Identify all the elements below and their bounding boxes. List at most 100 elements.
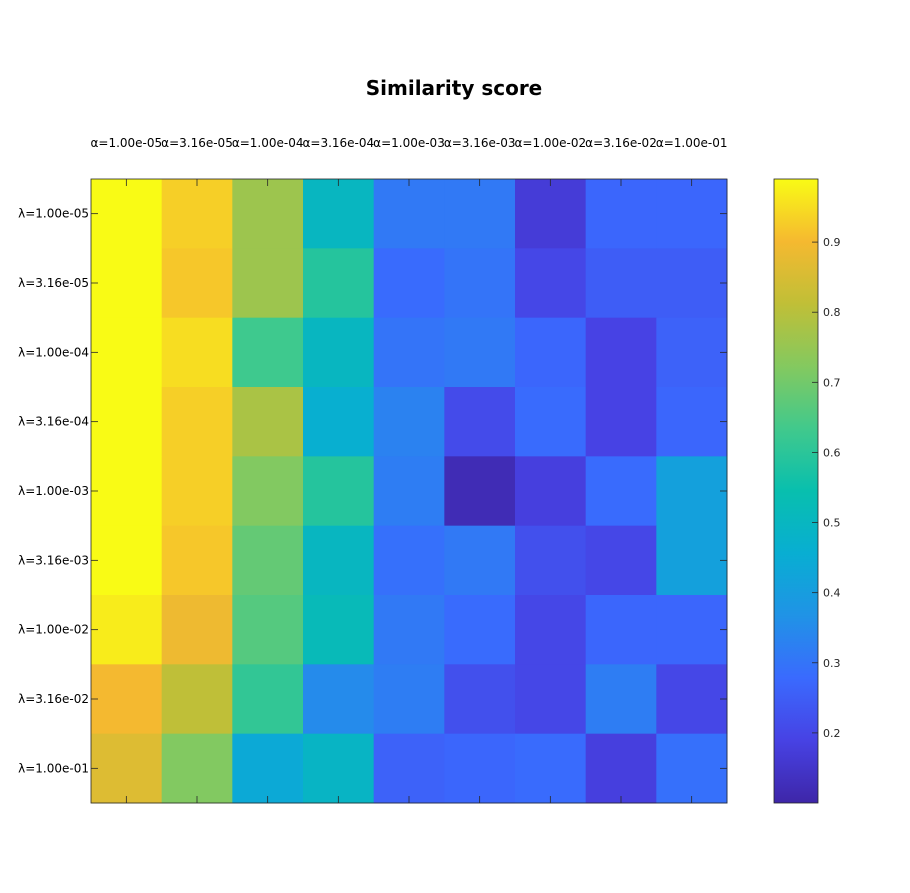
heatmap-cell: [161, 248, 233, 319]
heatmap-cell: [161, 525, 233, 596]
x-tick-label: α=1.00e-01: [656, 136, 728, 150]
heatmap-cell: [161, 456, 233, 527]
heatmap-cell: [515, 664, 587, 735]
colorbar-tick-label: 0.4: [823, 587, 841, 600]
heatmap-cell: [585, 595, 657, 665]
heatmap-cell: [303, 179, 375, 249]
heatmap-cell: [444, 248, 516, 319]
heatmap-cell: [585, 387, 657, 457]
y-tick-label: λ=1.00e-05: [18, 207, 89, 221]
heatmap-cell: [656, 387, 728, 457]
heatmap-cell: [444, 595, 516, 665]
heatmap-cell: [515, 317, 587, 388]
heatmap-cell: [515, 525, 587, 596]
heatmap-cell: [656, 179, 728, 249]
heatmap-cell: [373, 525, 445, 596]
y-tick-label: λ=1.00e-02: [18, 623, 89, 637]
heatmap-cell: [656, 248, 728, 319]
heatmap-cell: [91, 664, 163, 735]
heatmap-cell: [444, 317, 516, 388]
heatmap-cell: [373, 248, 445, 319]
heatmap-cell: [373, 317, 445, 388]
heatmap-cell: [232, 248, 304, 319]
heatmap-cell: [585, 179, 657, 249]
heatmap-cell: [161, 179, 233, 249]
colorbar-tick-label: 0.2: [823, 727, 841, 740]
heatmap-cell: [515, 733, 587, 804]
heatmap-cell: [444, 387, 516, 457]
y-tick-label: λ=3.16e-03: [18, 553, 89, 567]
colorbar-tick-label: 0.8: [823, 306, 841, 319]
colorbar: [773, 178, 819, 804]
heatmap-cell: [303, 317, 375, 388]
heatmap-cell: [585, 456, 657, 527]
colorbar-tick-label: 0.5: [823, 517, 841, 530]
heatmap-cell: [373, 387, 445, 457]
heatmap-cell: [656, 733, 728, 804]
colorbar-tick-label: 0.9: [823, 236, 841, 249]
heatmap-cells: [91, 179, 728, 804]
heatmap-cell: [232, 733, 304, 804]
y-tick-label: λ=1.00e-01: [18, 761, 89, 775]
heatmap-cell: [656, 525, 728, 596]
heatmap-cell: [303, 733, 375, 804]
heatmap-cell: [373, 179, 445, 249]
heatmap-cell: [303, 525, 375, 596]
heatmap-cell: [232, 595, 304, 665]
heatmap-cell: [303, 595, 375, 665]
heatmap-cell: [656, 317, 728, 388]
heatmap-cell: [444, 525, 516, 596]
chart-title: Similarity score: [366, 76, 543, 100]
colorbar-tick-label: 0.6: [823, 446, 841, 459]
heatmap-cell: [444, 664, 516, 735]
y-axis-ticks: λ=1.00e-05 λ=3.16e-05 λ=1.00e-04 λ=3.16e-04…: [18, 207, 727, 775]
heatmap-cell: [303, 456, 375, 527]
heatmap-cell: [303, 664, 375, 735]
heatmap-cell: [91, 525, 163, 596]
heatmap-cell: [232, 456, 304, 527]
heatmap-cell: [444, 179, 516, 249]
heatmap-cell: [656, 664, 728, 735]
heatmap-cell: [232, 525, 304, 596]
heatmap-cell: [303, 248, 375, 319]
heatmap-cell: [373, 664, 445, 735]
heatmap-cell: [161, 317, 233, 388]
heatmap-cell: [91, 248, 163, 319]
heatmap-cell: [161, 733, 233, 804]
heatmap-cell: [585, 317, 657, 388]
heatmap-cell: [373, 733, 445, 804]
x-tick-label: α=3.16e-03: [444, 136, 516, 150]
x-tick-label: α=1.00e-04: [232, 136, 304, 150]
heatmap-cell: [91, 733, 163, 804]
heatmap-cell: [161, 595, 233, 665]
heatmap-cell: [585, 733, 657, 804]
y-tick-label: λ=1.00e-04: [18, 345, 89, 359]
heatmap-cell: [515, 248, 587, 319]
y-tick-label: λ=3.16e-04: [18, 415, 89, 429]
x-tick-label: α=1.00e-03: [373, 136, 445, 150]
heatmap-cell: [232, 664, 304, 735]
heatmap-cell: [91, 456, 163, 527]
colorbar-tick-label: 0.3: [823, 657, 841, 670]
heatmap-cell: [585, 248, 657, 319]
x-tick-label: α=3.16e-02: [585, 136, 657, 150]
y-tick-label: λ=3.16e-02: [18, 692, 89, 706]
heatmap-cell: [515, 456, 587, 527]
heatmap-cell: [161, 664, 233, 735]
heatmap-cell: [232, 317, 304, 388]
heatmap-cell: [373, 595, 445, 665]
heatmap-cell: [303, 387, 375, 457]
x-axis-ticks: α=1.00e-05α=3.16e-05α=1.00e-04α=3.16e-04…: [90, 136, 728, 803]
x-tick-label: α=1.00e-05: [90, 136, 162, 150]
heatmap-cell: [232, 387, 304, 457]
y-tick-label: λ=3.16e-05: [18, 276, 89, 290]
colorbar-ticks: 0.2 0.3 0.4 0.5 0.6 0.7 0.8 0.9: [812, 236, 841, 740]
heatmap-cell: [656, 456, 728, 527]
heatmap-cell: [91, 595, 163, 665]
heatmap-cell: [91, 179, 163, 249]
heatmap-cell: [444, 456, 516, 527]
x-tick-label: α=3.16e-05: [161, 136, 233, 150]
heatmap-cell: [656, 595, 728, 665]
y-tick-label: λ=1.00e-03: [18, 484, 89, 498]
